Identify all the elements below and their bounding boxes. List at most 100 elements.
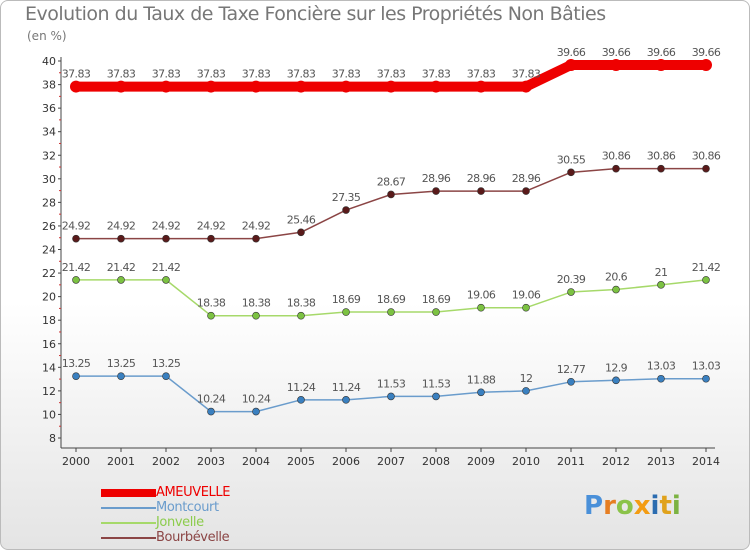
- series-montcourt-data-label: 12.9: [605, 361, 628, 374]
- series-bourb-velle-data-label: 27.35: [332, 191, 361, 204]
- series-jonvelle-data-label: 19.06: [512, 289, 541, 302]
- series-jonvelle-data-label: 18.69: [377, 293, 406, 306]
- y-tick-label: 28: [42, 196, 56, 209]
- series-bourb-velle-data-label: 30.55: [557, 153, 586, 166]
- series-jonvelle-data-label: 21.42: [107, 261, 136, 274]
- proxiti-logo: Proxiti: [584, 491, 681, 521]
- series-bourb-velle-data-label: 30.86: [602, 150, 631, 163]
- series-ameuvelle-point: [520, 80, 532, 93]
- series-jonvelle-point: [432, 308, 440, 316]
- series-montcourt-data-label: 10.24: [197, 393, 226, 406]
- series-montcourt-data-label: 11.53: [377, 377, 406, 390]
- series-bourb-velle-point: [72, 234, 80, 243]
- series-bourb-velle-point: [297, 228, 305, 237]
- series-montcourt-data-label: 11.24: [287, 381, 316, 394]
- legend-swatch: [101, 489, 156, 497]
- series-jonvelle-data-label: 18.69: [332, 293, 361, 306]
- x-tick-label: 2014: [692, 455, 720, 468]
- series-montcourt-point: [207, 407, 215, 416]
- series-montcourt-point: [387, 392, 395, 401]
- series-ameuvelle-point: [70, 80, 82, 93]
- x-tick-label: 2011: [557, 455, 585, 468]
- series-montcourt-point: [297, 396, 305, 404]
- series-bourb-velle-point: [252, 234, 260, 243]
- series-ameuvelle-data-label: 37.83: [332, 68, 361, 81]
- series-bourb-velle-data-label: 28.96: [467, 172, 496, 185]
- series-montcourt-point: [117, 372, 125, 380]
- logo-letter: o: [615, 491, 634, 521]
- series-ameuvelle-data-label: 37.83: [377, 68, 406, 81]
- series-bourb-velle-point: [207, 234, 215, 243]
- x-tick-label: 2003: [197, 455, 225, 468]
- series-ameuvelle-point: [700, 59, 712, 72]
- series-jonvelle-data-label: 18.38: [197, 297, 226, 310]
- series-montcourt-data-label: 13.25: [62, 357, 91, 370]
- y-tick-label: 26: [42, 220, 56, 233]
- series-ameuvelle-data-label: 37.83: [197, 68, 226, 81]
- series-bourb-velle-point: [657, 164, 665, 173]
- series-montcourt-point: [657, 374, 665, 383]
- series-ameuvelle-point: [340, 80, 352, 93]
- y-tick-label: 18: [42, 314, 56, 327]
- series-montcourt-point: [72, 372, 80, 380]
- y-tick-label: 36: [42, 102, 56, 115]
- series-jonvelle-point: [657, 281, 665, 289]
- series-ameuvelle-data-label: 37.83: [422, 68, 451, 81]
- series-montcourt-data-label: 11.53: [422, 377, 451, 390]
- series-montcourt-data-label: 11.24: [332, 381, 361, 394]
- series-montcourt-point: [522, 387, 530, 395]
- series-jonvelle-point: [297, 311, 305, 320]
- x-tick-label: 2005: [287, 455, 315, 468]
- series-bourb-velle-data-label: 24.92: [197, 220, 226, 233]
- series-ameuvelle-point: [475, 80, 487, 93]
- series-ameuvelle-point: [250, 80, 262, 93]
- y-tick-label: 30: [42, 173, 56, 186]
- y-tick-label: 24: [42, 244, 56, 257]
- y-unit-label: (en %): [27, 29, 67, 43]
- x-tick-label: 2001: [107, 455, 135, 468]
- legend-swatch: [101, 507, 156, 509]
- chart-title: Evolution du Taux de Taxe Foncière sur l…: [25, 3, 606, 25]
- logo-letter: x: [633, 491, 651, 521]
- series-bourb-velle-point: [702, 164, 710, 173]
- series-jonvelle-point: [162, 276, 170, 284]
- series-montcourt-data-label: 13.25: [107, 357, 136, 370]
- series-jonvelle-point: [522, 303, 530, 312]
- y-tick-label: 12: [42, 385, 56, 398]
- series-bourb-velle-data-label: 28.67: [377, 175, 406, 188]
- x-tick-label: 2013: [647, 455, 675, 468]
- series-ameuvelle-data-label: 39.66: [692, 46, 721, 59]
- series-bourb-velle-data-label: 24.92: [242, 220, 271, 233]
- x-tick-label: 2007: [377, 455, 405, 468]
- series-bourb-velle-data-label: 30.86: [692, 150, 721, 163]
- series-montcourt-point: [567, 378, 575, 386]
- series-montcourt-point: [702, 374, 710, 383]
- legend-label: Bourbévelle: [156, 530, 230, 545]
- series-bourb-velle-point: [612, 164, 620, 173]
- x-tick-label: 2012: [602, 455, 630, 468]
- series-jonvelle-point: [567, 288, 575, 296]
- series-montcourt-data-label: 11.88: [467, 373, 496, 386]
- series-montcourt-data-label: 13.25: [152, 357, 181, 370]
- y-tick-label: 8: [49, 432, 56, 445]
- legend-label: AMEUVELLE: [156, 485, 231, 500]
- series-bourb-velle-data-label: 24.92: [107, 220, 136, 233]
- series-ameuvelle-data-label: 37.83: [242, 68, 271, 81]
- series-montcourt-data-label: 13.03: [647, 360, 676, 373]
- series-jonvelle-data-label: 21: [655, 266, 668, 279]
- series-ameuvelle-point: [430, 80, 442, 93]
- series-bourb-velle-point: [522, 187, 530, 195]
- legend-label: Jonvelle: [156, 515, 204, 530]
- series-montcourt-data-label: 10.24: [242, 393, 271, 406]
- series-ameuvelle-data-label: 37.83: [287, 68, 316, 81]
- legend-swatch: [101, 537, 156, 539]
- y-tick-label: 32: [42, 149, 56, 162]
- series-ameuvelle-point: [655, 59, 667, 72]
- series-jonvelle-data-label: 21.42: [62, 261, 91, 274]
- y-tick-label: 20: [42, 291, 56, 304]
- series-jonvelle-data-label: 19.06: [467, 289, 496, 302]
- series-montcourt-point: [612, 376, 620, 385]
- series-jonvelle-point: [252, 311, 260, 320]
- series-bourb-velle-data-label: 28.96: [422, 172, 451, 185]
- logo-letter: t: [659, 491, 672, 521]
